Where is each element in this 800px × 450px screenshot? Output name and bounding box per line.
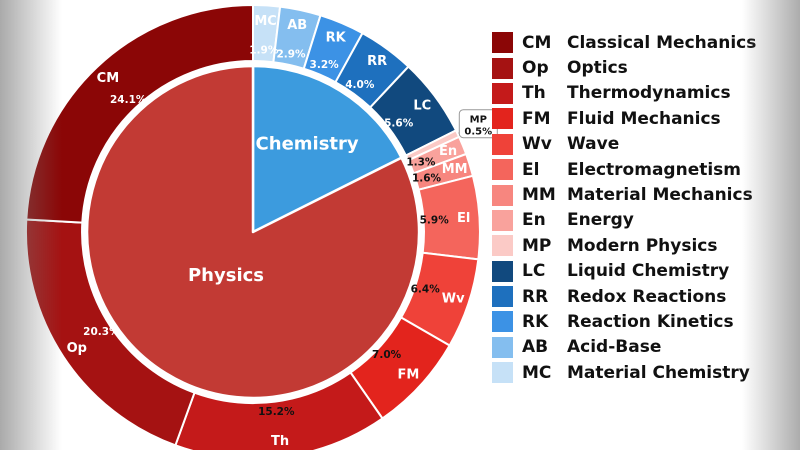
- legend-swatch: [492, 336, 513, 358]
- legend-item: Th Thermodynamics: [492, 81, 792, 106]
- segment-pct-MM: 1.6%: [412, 172, 442, 184]
- segment-abbr-MM: MM: [442, 162, 468, 177]
- segment-pct-MC: 1.9%: [249, 45, 279, 57]
- legend-item: MC Material Chemistry: [492, 360, 792, 385]
- legend-item: CM Classical Mechanics: [492, 30, 792, 55]
- legend-swatch: [492, 32, 513, 54]
- segment-pct-En: 1.3%: [406, 157, 436, 169]
- segment-abbr-AB: AB: [287, 18, 307, 33]
- legend-item: LC Liquid Chemistry: [492, 259, 792, 284]
- legend-name: Modern Physics: [567, 235, 718, 256]
- legend-abbr: RK: [522, 311, 549, 332]
- legend-swatch: [492, 108, 513, 130]
- legend-abbr: CM: [522, 32, 552, 53]
- legend-abbr: MM: [522, 185, 556, 206]
- legend-swatch: [492, 133, 513, 155]
- legend-item: RK Reaction Kinetics: [492, 309, 792, 334]
- legend-name: Acid-Base: [567, 337, 662, 358]
- legend-abbr: Th: [522, 83, 546, 104]
- segment-pct-Op: 20.3%: [83, 326, 120, 338]
- legend-swatch: [492, 82, 513, 104]
- callout-pct: 0.5%: [464, 127, 492, 138]
- segment-pct-LC: 5.6%: [384, 118, 414, 130]
- legend-name: Wave: [567, 134, 620, 155]
- legend-name: Thermodynamics: [567, 83, 731, 104]
- legend-abbr: En: [522, 210, 546, 231]
- legend-name: Classical Mechanics: [567, 32, 757, 53]
- legend-item: MP Modern Physics: [492, 233, 792, 258]
- legend-name: Material Chemistry: [567, 362, 750, 383]
- legend-swatch: [492, 159, 513, 181]
- legend-abbr: Wv: [522, 134, 552, 155]
- legend-abbr: AB: [522, 337, 549, 358]
- inner-wedge-label: Chemistry: [256, 133, 359, 154]
- segment-pct-RK: 3.2%: [310, 59, 340, 71]
- legend-name: Material Mechanics: [567, 185, 753, 206]
- segment-abbr-MC: MC: [254, 14, 276, 29]
- legend-name: Optics: [567, 58, 628, 79]
- legend-item: Op Optics: [492, 55, 792, 80]
- segment-pct-Th: 15.2%: [258, 406, 295, 418]
- segment-abbr-CM: CM: [97, 71, 119, 86]
- legend-name: Energy: [567, 210, 634, 231]
- legend-item: AB Acid-Base: [492, 335, 792, 360]
- legend-swatch: [492, 286, 513, 308]
- legend-name: Liquid Chemistry: [567, 261, 730, 282]
- legend-swatch: [492, 235, 513, 257]
- legend-abbr: MP: [522, 235, 552, 256]
- inner-wedge-label: Physics: [188, 265, 264, 286]
- legend: CM Classical Mechanics Op Optics Th Thermodyn…: [492, 30, 792, 385]
- legend-swatch: [492, 57, 513, 79]
- legend-name: Fluid Mechanics: [567, 108, 721, 129]
- segment-pct-El: 5.9%: [420, 214, 450, 226]
- legend-name: Redox Reactions: [567, 286, 727, 307]
- segment-abbr-RR: RR: [367, 54, 387, 69]
- legend-swatch: [492, 362, 513, 384]
- legend-item: El Electromagnetism: [492, 157, 792, 182]
- segment-pct-FM: 7.0%: [372, 349, 402, 361]
- segment-abbr-Op: Op: [67, 341, 87, 356]
- legend-name: Reaction Kinetics: [567, 311, 734, 332]
- segment-abbr-LC: LC: [413, 98, 431, 113]
- legend-abbr: LC: [522, 261, 546, 282]
- legend-abbr: FM: [522, 108, 551, 129]
- legend-name: Electromagnetism: [567, 159, 742, 180]
- segment-pct-AB: 2.9%: [276, 48, 306, 60]
- segment-pct-CM: 24.1%: [110, 94, 147, 106]
- segment-abbr-En: En: [439, 144, 457, 159]
- legend-abbr: MC: [522, 362, 552, 383]
- legend-swatch: [492, 209, 513, 231]
- segment-pct-RR: 4.0%: [345, 79, 375, 91]
- legend-abbr: Op: [522, 58, 549, 79]
- segment-abbr-RK: RK: [326, 30, 347, 45]
- legend-item: RR Redox Reactions: [492, 284, 792, 309]
- legend-item: Wv Wave: [492, 132, 792, 157]
- inner-wedge-chemistry: [251, 64, 403, 234]
- segment-pct-Wv: 6.4%: [411, 284, 441, 296]
- segment-abbr-FM: FM: [397, 367, 419, 382]
- legend-abbr: RR: [522, 286, 549, 307]
- segment-abbr-El: El: [457, 211, 470, 226]
- segment-abbr-Th: Th: [271, 434, 289, 449]
- legend-abbr: El: [522, 159, 540, 180]
- legend-swatch: [492, 260, 513, 282]
- legend-item: MM Material Mechanics: [492, 182, 792, 207]
- legend-swatch: [492, 311, 513, 333]
- legend-swatch: [492, 184, 513, 206]
- callout-abbr: MP: [470, 115, 487, 126]
- segment-abbr-Wv: Wv: [442, 291, 465, 306]
- legend-item: En Energy: [492, 208, 792, 233]
- legend-item: FM Fluid Mechanics: [492, 106, 792, 131]
- inner-wedge-physics: [85, 64, 421, 400]
